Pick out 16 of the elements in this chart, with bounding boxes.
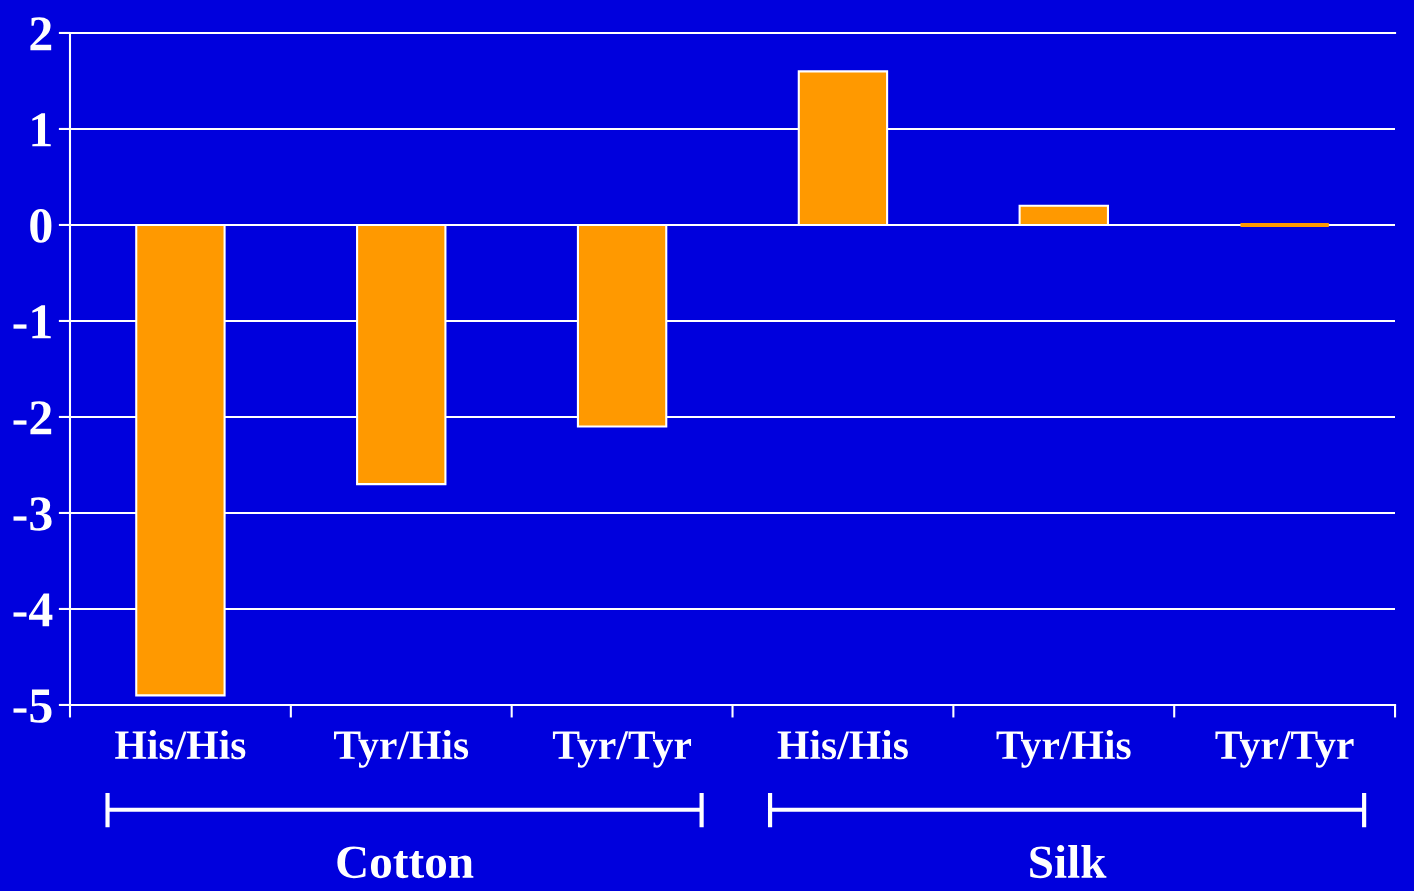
- x-tick-label: Tyr/His: [334, 729, 469, 768]
- y-tick-label: -5: [13, 689, 52, 723]
- text: Cotton: [337, 846, 474, 879]
- y-tick-label: -2: [13, 401, 52, 435]
- y-tick-label: 1: [32, 113, 51, 147]
- y-tick-label: 2: [30, 17, 52, 51]
- x-tick-label: Tyr/Tyr: [1215, 731, 1354, 768]
- y-tick-label: 0: [30, 209, 52, 243]
- text: Silk: [1030, 844, 1107, 879]
- y-tick-label: -1: [13, 305, 51, 339]
- x-tick-label: Tyr/Tyr: [552, 731, 692, 768]
- x-tick-label: His/His: [115, 729, 246, 760]
- x-tick-label: Tyr/His: [996, 729, 1131, 768]
- y-tick-label: -4: [13, 593, 53, 627]
- x-tick-label: His/His: [777, 729, 908, 760]
- y-tick-label: -3: [13, 497, 52, 531]
